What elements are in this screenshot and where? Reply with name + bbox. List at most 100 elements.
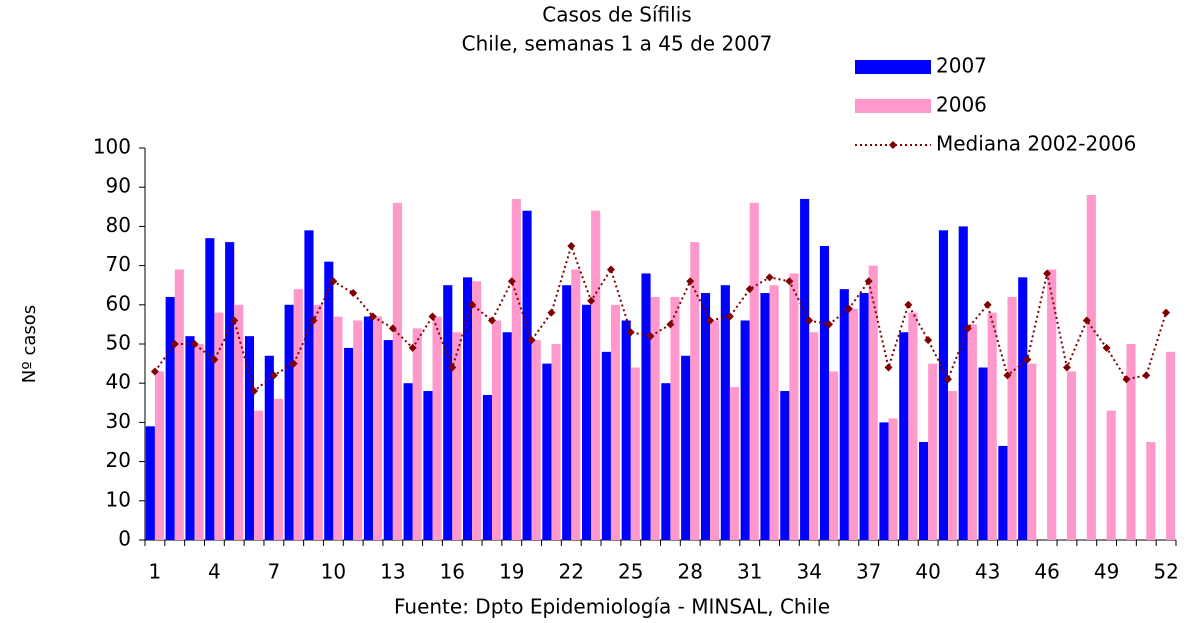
bar: [859, 293, 869, 540]
bar: [225, 242, 235, 540]
bar: [293, 289, 303, 540]
bar: [630, 367, 640, 540]
bar: [254, 410, 264, 540]
bar: [432, 316, 442, 540]
y-tick-label: 100: [93, 135, 131, 159]
x-tick-label: 40: [915, 560, 940, 584]
bar: [205, 238, 215, 540]
bar: [1146, 442, 1156, 540]
bar: [591, 210, 601, 540]
bar: [601, 351, 611, 540]
bar: [1166, 351, 1176, 540]
line-marker: [864, 277, 873, 286]
bar: [551, 344, 561, 540]
x-tick-label: 31: [737, 560, 762, 584]
legend-label: Mediana 2002-2006: [936, 132, 1136, 156]
bar: [621, 320, 631, 540]
line-marker: [170, 340, 179, 348]
y-tick-label: 30: [106, 409, 131, 433]
bar: [760, 293, 770, 540]
line-marker: [230, 316, 239, 325]
line-marker: [1082, 316, 1091, 325]
bar: [740, 320, 750, 540]
line-marker: [289, 359, 298, 368]
line-marker: [924, 336, 933, 345]
y-tick-label: 60: [106, 291, 131, 315]
chart-title: Casos de Sífilis: [542, 3, 691, 27]
x-tick-label: 37: [856, 560, 881, 584]
line: [154, 242, 1168, 393]
line-marker: [210, 355, 219, 364]
bar: [938, 230, 948, 540]
line-marker: [527, 336, 536, 345]
line-marker: [329, 277, 338, 286]
bar: [681, 355, 691, 540]
bar: [650, 296, 660, 540]
x-tick-label: 13: [380, 560, 405, 584]
bar: [967, 324, 977, 540]
line-marker: [904, 300, 913, 309]
line-marker: [825, 320, 834, 329]
bar: [244, 336, 255, 540]
line-marker: [606, 265, 615, 274]
line-marker: [547, 308, 556, 317]
x-tick-label: 16: [440, 560, 465, 584]
line-marker: [765, 273, 774, 282]
y-tick-label: 40: [106, 370, 131, 394]
bar: [1007, 296, 1017, 540]
x-tick-label: 10: [321, 560, 346, 584]
bar: [947, 391, 958, 540]
y-tick-label: 10: [106, 487, 131, 511]
line-marker: [1122, 375, 1131, 384]
bar: [502, 332, 512, 540]
bar: [641, 273, 651, 540]
line-marker: [487, 316, 496, 325]
bar: [234, 304, 244, 540]
line-marker: [448, 363, 457, 372]
bar: [174, 269, 184, 540]
bar: [423, 391, 433, 540]
bar: [412, 328, 422, 540]
bar: [670, 296, 680, 540]
y-tick-label: 50: [106, 331, 131, 355]
y-tick-label: 80: [106, 213, 131, 237]
bar: [690, 242, 700, 540]
bar: [610, 304, 621, 540]
bar: [819, 246, 830, 540]
x-tick-label: 34: [796, 560, 821, 584]
chart-subtitle: Chile, semanas 1 a 45 de 2007: [462, 32, 773, 56]
line-marker: [369, 312, 378, 321]
x-tick-label: 52: [1153, 560, 1178, 584]
bar: [264, 355, 274, 540]
bar: [879, 422, 889, 540]
x-tick-label: 1: [149, 560, 162, 584]
bar: [392, 202, 402, 540]
x-tick-label: 25: [618, 560, 643, 584]
bar: [720, 285, 730, 540]
x-tick-label: 49: [1094, 560, 1119, 584]
bar: [789, 273, 799, 540]
line-marker: [468, 300, 477, 309]
line-marker: [349, 289, 358, 298]
legend-swatch: [855, 99, 931, 113]
bar: [978, 367, 988, 540]
line-marker: [785, 277, 794, 286]
line-marker: [587, 296, 596, 305]
y-tick-label: 90: [106, 174, 131, 198]
bar: [531, 340, 541, 540]
line-marker: [725, 312, 734, 321]
bar: [154, 371, 165, 540]
x-tick-label: 22: [559, 560, 584, 584]
line-marker: [745, 285, 754, 294]
line-marker: [269, 371, 278, 380]
bar: [899, 332, 909, 540]
bar: [194, 344, 204, 540]
y-tick-label: 0: [118, 527, 131, 551]
line-marker: [666, 320, 675, 329]
bar: [463, 277, 473, 540]
y-tick-label: 70: [106, 252, 131, 276]
bar: [729, 387, 740, 540]
bar: [571, 269, 581, 540]
